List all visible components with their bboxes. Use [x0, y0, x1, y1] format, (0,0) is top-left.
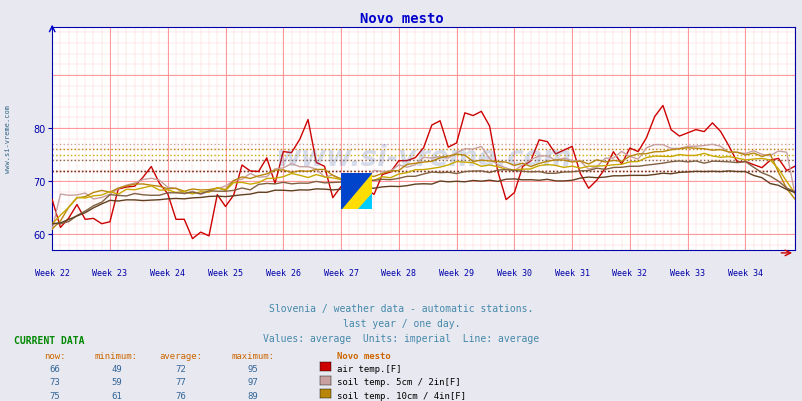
Text: Week 24: Week 24 — [150, 269, 185, 277]
Text: 75: 75 — [49, 391, 60, 399]
Text: last year / one day.: last year / one day. — [342, 318, 460, 328]
Text: 49: 49 — [111, 364, 122, 373]
Text: soil temp. 10cm / 4in[F]: soil temp. 10cm / 4in[F] — [337, 391, 466, 399]
Text: Week 32: Week 32 — [612, 269, 646, 277]
Text: air temp.[F]: air temp.[F] — [337, 364, 401, 373]
Text: 97: 97 — [247, 377, 258, 386]
Text: 72: 72 — [175, 364, 186, 373]
Text: soil temp. 5cm / 2in[F]: soil temp. 5cm / 2in[F] — [337, 377, 460, 386]
Text: 76: 76 — [175, 391, 186, 399]
Text: CURRENT DATA: CURRENT DATA — [14, 335, 85, 345]
Text: average:: average: — [159, 351, 202, 360]
Text: 95: 95 — [247, 364, 258, 373]
Text: Week 30: Week 30 — [496, 269, 531, 277]
Text: Novo mesto: Novo mesto — [337, 351, 391, 360]
Text: Novo mesto: Novo mesto — [359, 12, 443, 26]
Text: Week 25: Week 25 — [208, 269, 243, 277]
Text: Week 29: Week 29 — [439, 269, 473, 277]
Text: 89: 89 — [247, 391, 258, 399]
Text: 77: 77 — [175, 377, 186, 386]
Text: Week 28: Week 28 — [381, 269, 415, 277]
Text: Week 33: Week 33 — [670, 269, 704, 277]
Text: www.si-vreme.com: www.si-vreme.com — [5, 104, 10, 172]
Text: 66: 66 — [49, 364, 60, 373]
Polygon shape — [341, 174, 371, 210]
Text: now:: now: — [44, 351, 65, 360]
Text: 59: 59 — [111, 377, 122, 386]
Text: Week 22: Week 22 — [34, 269, 70, 277]
Polygon shape — [358, 193, 371, 210]
Text: Week 26: Week 26 — [265, 269, 301, 277]
Text: Week 27: Week 27 — [323, 269, 358, 277]
Text: maximum:: maximum: — [231, 351, 274, 360]
Text: Week 23: Week 23 — [92, 269, 128, 277]
Text: www.si-vreme.com: www.si-vreme.com — [275, 143, 571, 171]
Text: 61: 61 — [111, 391, 122, 399]
Text: Week 34: Week 34 — [727, 269, 762, 277]
Text: Slovenia / weather data - automatic stations.: Slovenia / weather data - automatic stat… — [269, 303, 533, 313]
Text: Week 31: Week 31 — [554, 269, 589, 277]
Polygon shape — [341, 174, 371, 210]
Text: 73: 73 — [49, 377, 60, 386]
Text: minimum:: minimum: — [95, 351, 138, 360]
Text: Values: average  Units: imperial  Line: average: Values: average Units: imperial Line: av… — [263, 333, 539, 343]
